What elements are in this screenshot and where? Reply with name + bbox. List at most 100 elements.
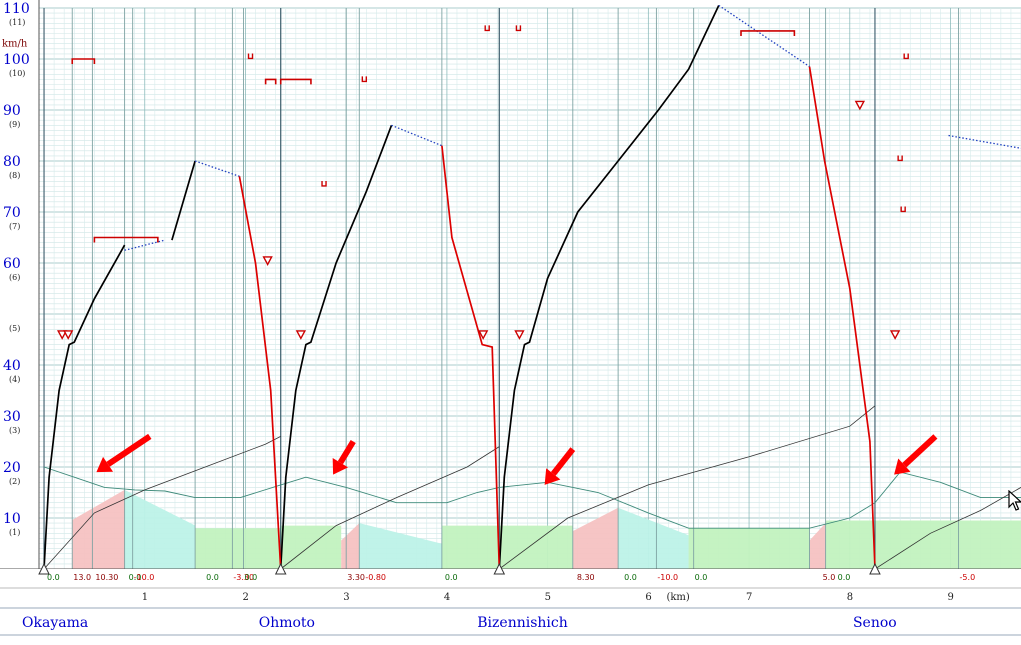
annotation-arrows [96,433,938,485]
y-tick-sublabel: (2) [9,477,20,486]
gradient-value-label: 0.0 [624,573,637,582]
y-tick-sublabel: (8) [9,171,20,180]
y-tick-sublabel: (1) [9,528,20,537]
y-tick-label: 60 [3,256,21,272]
speed-curves [43,4,1021,570]
speed-limit-marker [247,53,254,60]
speed-limit-triangle [477,330,489,340]
annotation-arrow-shaft [337,439,356,465]
y-tick-sublabel: (10) [9,69,25,78]
speed-limit-triangle [514,330,525,340]
y-tick-label: 80 [3,154,21,170]
speed-limit-triangle [56,330,68,340]
gradient-value-label: 0.0 [838,573,851,582]
gradient-zone-downhill [618,507,689,569]
y-tick-sublabel: (9) [9,120,20,129]
y-axis-unit-label: km/h [2,38,28,49]
bottom-panel: 0.0 13.0 10.30 0.0-10.0 0.0 -3.300.0 3.30 -0.80… [0,562,1021,645]
gradient-zone-level [499,525,573,569]
time-curve [43,436,281,570]
x-tick-label: 2 [242,592,248,603]
speed-limit-marker [484,25,490,32]
speed-limit-triangle [295,330,307,340]
y-tick-sublabel: (7) [9,222,20,231]
speed-limit-bracket [93,236,159,243]
x-tick-label: 6 [645,592,651,603]
y-tick-sublabel: (3) [9,426,20,435]
speed-accel-curve [498,5,720,570]
gradient-zone-level [441,525,500,569]
gradient-zones [72,489,1021,569]
annotation-arrow-head [894,458,911,475]
speed-limit-bracket [279,78,312,85]
station-marker-icon [493,562,506,575]
gradient-zone-uphill [572,507,619,569]
y-tick-sublabel: (5) [9,324,20,333]
station-name: Bizennishich [477,615,567,631]
y-tick-label: 100 [3,52,30,68]
station-marker-icon [274,562,287,575]
y-tick-label: 30 [3,409,21,425]
speed-limit-triangle [262,256,273,266]
speed-limit-triangle [63,330,74,340]
bottom-panel-background [0,569,1021,645]
time-curves [43,405,1021,570]
gradient-profile-line [43,466,1021,529]
x-tick-label: 3 [343,592,349,603]
gradient-profile [43,466,1021,529]
annotation-arrow-shaft [550,447,576,476]
gradient-zone-uphill [341,523,360,569]
annotation-arrow-head [96,456,114,473]
time-curve [280,446,500,570]
annotation-arrow-shaft [106,433,152,467]
speed-accel-curve [171,160,196,241]
y-tick-sublabel: (4) [9,375,20,384]
gradient-value-label: 8.30 [577,573,595,582]
y-tick-label: 10 [3,511,21,527]
speed-limit-triangle [854,100,866,111]
x-tick-label: 7 [746,592,752,603]
y-tick-label: 90 [3,103,21,119]
speed-limit-marks [56,25,909,340]
gradient-value-label: -10.0 [657,573,678,582]
speed-limit-marker [361,76,368,83]
speed-accel-curve [279,124,393,570]
gradient-zone-level [195,528,281,569]
x-tick-label: 8 [847,592,853,603]
speed-brake-curve [238,176,282,570]
y-tick-label: 70 [3,205,21,221]
speed-limit-marker [515,25,522,32]
gradient-value-label: 0.0 [206,573,219,582]
speed-coast-curve [718,4,810,68]
gradient-value-label: 0.0 [445,573,458,582]
speed-limit-marker [897,155,903,162]
speed-brake-curve [441,145,501,570]
x-axis-label: (km) [666,592,689,603]
gradient-value-label: -3.30 [233,573,254,582]
gradient-value-label: 10.30 [95,573,118,582]
gradient-zone-level [280,525,342,569]
time-curve [874,487,1021,570]
y-tick-label: 110 [3,1,30,17]
station-name: Senoo [853,615,897,631]
y-tick-sublabel: (6) [9,273,20,282]
speed-limit-bracket [264,78,277,85]
gradient-zone-uphill [72,489,125,569]
x-tick-label: 1 [142,592,148,603]
annotation-arrow-head [544,468,561,485]
station-marker-icon [38,562,50,575]
mouse-cursor-icon [1008,490,1021,511]
x-tick-label: 5 [545,592,551,603]
speed-limit-marker [321,180,327,187]
gradient-zone-downhill [359,523,442,569]
gradient-value-label: 5.0 [823,573,836,582]
gradient-value-label: -5.0 [960,573,976,582]
speed-limit-marker [900,206,906,213]
gradient-value-label: 0.0 [244,573,257,582]
x-tick-label: 4 [444,592,450,603]
speed-limit-bracket [740,30,796,36]
speed-coast-curve [194,160,240,177]
gradient-zone-level [688,528,810,569]
annotation-arrow-shaft [902,434,938,468]
